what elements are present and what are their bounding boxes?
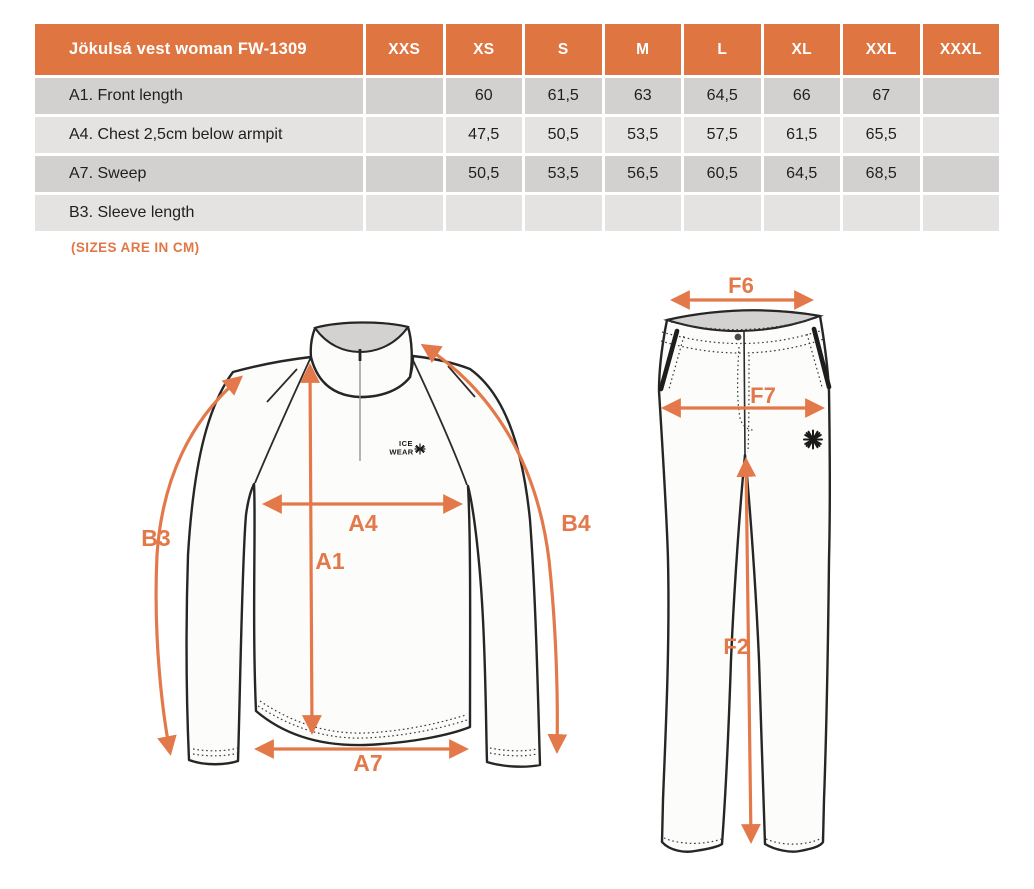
icewear-logo: ICE WEAR [389,439,426,457]
value-cell: 68,5 [843,156,920,192]
shirt-diagram-svg: ICE WEAR B3 A4 A1 B4 A7 [141,321,591,776]
value-cell [445,195,522,231]
value-cell: 67 [843,78,920,114]
value-cell [525,195,602,231]
measure-label-a7: A7 [353,750,382,776]
value-cell: 56,5 [604,156,681,192]
value-cell: 57,5 [684,117,761,153]
value-cell: 53,5 [604,117,681,153]
value-cell: 60,5 [684,156,761,192]
snowflake-icon [414,443,426,455]
value-cell [922,156,999,192]
collar-opening [313,321,410,354]
measure-label-f2: F2 [723,634,749,659]
value-cell: 47,5 [445,117,522,153]
row-label-cell: A7. Sweep [35,156,363,192]
size-header-cell: M [604,24,681,75]
hem-stitch [257,705,468,739]
measure-arrow-a1 [300,363,322,735]
table-row: B3. Sleeve length [35,195,999,231]
fly-stitch [737,346,754,431]
size-header-cell: XXL [843,24,920,75]
value-cell: 50,5 [445,156,522,192]
pants-measure-labels: F6 F7 F2 [723,273,776,659]
value-cell: 61,5 [525,78,602,114]
hem-stitch [663,837,722,844]
value-cell [366,117,443,153]
pants-diagram-svg: F6 F7 F2 [657,273,832,853]
pocket-opening [811,326,832,390]
table-row: A1. Front length 60 61,5 63 64,5 66 67 [35,78,999,114]
pocket-opening [658,328,680,392]
value-cell [763,195,840,231]
waist-button [734,333,742,341]
pants-measure-arrows [661,290,825,844]
value-cell [843,195,920,231]
measure-arrow-b4 [420,343,568,754]
value-cell [922,195,999,231]
measure-label-b3: B3 [141,525,170,551]
table-row: A4. Chest 2,5cm below armpit 47,5 50,5 5… [35,117,999,153]
value-cell [366,156,443,192]
size-header-cell: S [525,24,602,75]
table-row: A7. Sweep 50,5 53,5 56,5 60,5 64,5 68,5 [35,156,999,192]
size-header-cell: L [684,24,761,75]
value-cell: 64,5 [684,78,761,114]
value-cell [604,195,681,231]
size-header-cell: XXXL [922,24,999,75]
shirt-outline [185,354,542,768]
row-label-cell: A4. Chest 2,5cm below armpit [35,117,363,153]
shirt-measure-labels: B3 A4 A1 B4 A7 [141,510,591,776]
units-note: (SIZES ARE IN CM) [71,240,200,255]
measure-arrow-b3 [154,375,244,756]
value-cell [684,195,761,231]
value-cell [366,78,443,114]
value-cell: 50,5 [525,117,602,153]
size-header-cell: XL [763,24,840,75]
icewear-logo-line1: ICE [399,439,413,448]
icewear-logo-line2: WEAR [389,448,413,457]
value-cell [922,117,999,153]
value-cell: 63 [604,78,681,114]
size-header-cell: XS [445,24,522,75]
value-cell [922,78,999,114]
shirt-measure-arrows [154,343,568,759]
value-cell: 66 [763,78,840,114]
value-cell: 64,5 [763,156,840,192]
center-front-line [743,330,746,456]
measure-label-f6: F6 [728,273,754,298]
size-header-cell: XXS [366,24,443,75]
pocket-stitch [668,335,685,390]
value-cell: 53,5 [525,156,602,192]
measure-label-a1: A1 [315,548,345,574]
measure-label-b4: B4 [561,510,591,536]
row-label-cell: A1. Front length [35,78,363,114]
product-title-cell: Jökulsá vest woman FW-1309 [35,24,363,75]
pocket-stitch [806,333,823,388]
row-label-cell: B3. Sleeve length [35,195,363,231]
value-cell: 61,5 [763,117,840,153]
measure-label-f7: F7 [750,383,776,408]
snowflake-icon [803,429,823,450]
value-cell: 65,5 [843,117,920,153]
measure-arrow-f2 [736,457,761,844]
measure-label-a4: A4 [348,510,378,536]
value-cell [366,195,443,231]
waistband-stitch [660,338,825,354]
size-table: Jökulsá vest woman FW-1309 XXS XS S M L … [32,21,1002,234]
table-header-row: Jökulsá vest woman FW-1309 XXS XS S M L … [35,24,999,75]
value-cell: 60 [445,78,522,114]
seam-line [266,368,298,403]
hem-stitch [765,837,823,845]
